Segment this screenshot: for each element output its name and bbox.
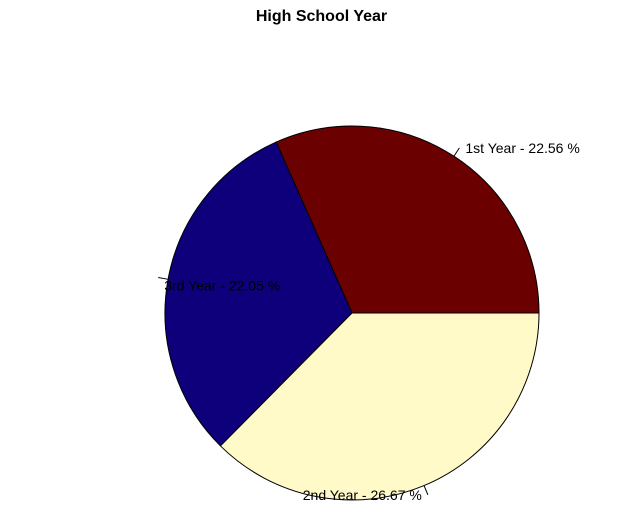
slice-label: 3rd Year - 22.05 % (164, 278, 280, 294)
slice-label: 2nd Year - 26.67 % (303, 487, 422, 503)
leader-line (454, 148, 459, 156)
pie-slices (165, 126, 539, 500)
slice-label: 1st Year - 22.56 % (465, 140, 579, 156)
leader-line (424, 486, 428, 495)
